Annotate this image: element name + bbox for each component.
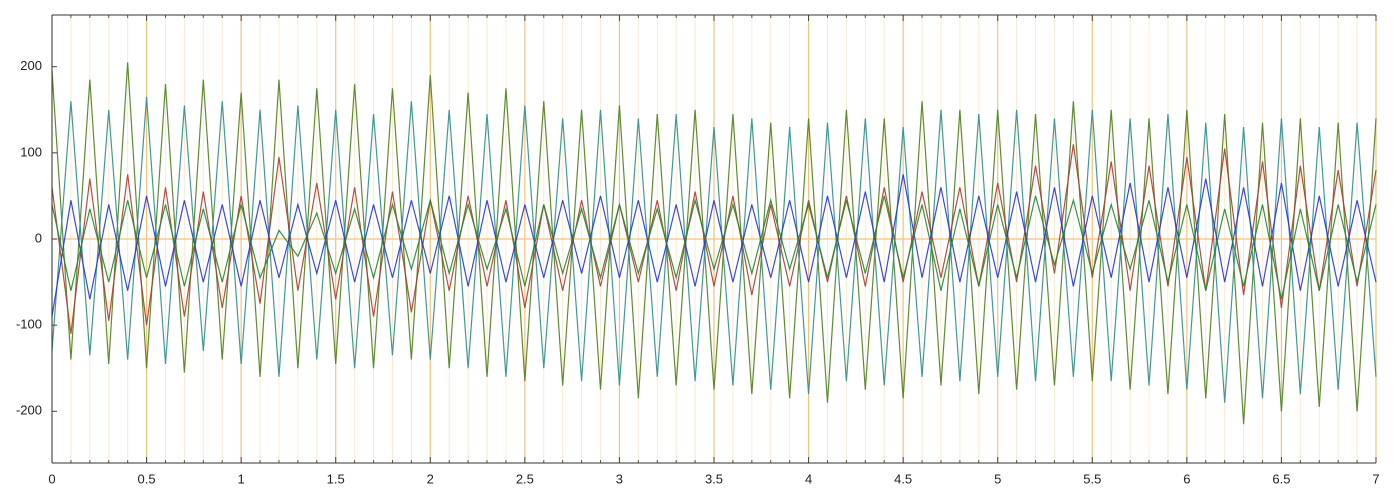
- x-tick-label: 7: [1372, 471, 1379, 486]
- signal-line: [51, 174, 1377, 317]
- axes: 0 0.5 1 1.5 2 2.5 3 3.5 4 4.5 5 5.5 6 6.5 7 -200 -100 0 10…: [16, 14, 1380, 486]
- signal-line: [51, 195, 1377, 300]
- x-tick-label: 2.5: [516, 471, 534, 486]
- x-tick-label: 5.5: [1083, 471, 1101, 486]
- signal-line: [51, 62, 1377, 425]
- y-tick-label: 200: [20, 58, 42, 73]
- y-tick-label: -200: [16, 403, 42, 418]
- y-tick-label: 0: [35, 230, 42, 245]
- x-tick-label: 5: [994, 471, 1001, 486]
- x-tick-label: 3.5: [705, 471, 723, 486]
- signal-line: [51, 144, 1377, 334]
- x-tick-label: 6: [1183, 471, 1190, 486]
- x-tick-label: 4.5: [894, 471, 912, 486]
- x-tick-label: 2: [427, 471, 434, 486]
- signal-line: [51, 96, 1377, 403]
- x-tick-label: 3: [616, 471, 623, 486]
- x-tick-label: 1: [238, 471, 245, 486]
- x-tick-label: 0: [48, 471, 55, 486]
- x-tick-label: 6.5: [1272, 471, 1290, 486]
- x-tick-label: 4: [805, 471, 812, 486]
- y-tick-label: -100: [16, 317, 42, 332]
- x-tick-label: 1.5: [327, 471, 345, 486]
- y-tick-label: 100: [20, 144, 42, 159]
- x-tick-label: 0.5: [138, 471, 156, 486]
- plot-lines: [51, 62, 1377, 425]
